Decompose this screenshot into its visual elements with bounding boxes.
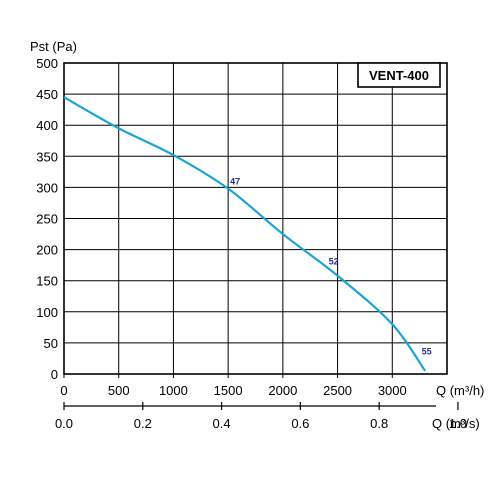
model-label: VENT-400	[369, 68, 429, 83]
y-tick-label: 100	[36, 305, 58, 320]
x-tick-label-flow-per-second: 0.0	[55, 416, 73, 431]
x-tick-label-flow-per-second: 0.8	[370, 416, 388, 431]
x-tick-label-flow-per-hour: 500	[108, 383, 130, 398]
y-tick-label: 150	[36, 274, 58, 289]
grid	[63, 62, 459, 410]
x-tick-label-flow-per-hour: 3000	[378, 383, 407, 398]
y-tick-label: 400	[36, 118, 58, 133]
y-tick-label: 300	[36, 180, 58, 195]
x-axis-title-flow-per-hour: Q (m³/h)	[436, 383, 484, 398]
x-tick-label-flow-per-second: 1.0	[449, 416, 467, 431]
fan-performance-curve	[63, 96, 427, 372]
x-tick-label-flow-per-hour: 2000	[268, 383, 297, 398]
curve-layer	[63, 96, 427, 372]
y-axis-title: Pst (Pa)	[30, 39, 77, 54]
y-tick-label: 200	[36, 243, 58, 258]
x-tick-label-flow-per-hour: 0	[60, 383, 67, 398]
x-tick-label-flow-per-second: 0.4	[213, 416, 231, 431]
x-tick-label-flow-per-hour: 2500	[323, 383, 352, 398]
y-tick-label: 500	[36, 56, 58, 71]
plot-frame	[63, 62, 448, 375]
x-tick-label-flow-per-second: 0.2	[134, 416, 152, 431]
label-layer: 0 50 100 150 200 250 300 350 400 450 500 0 500 1000 15…	[36, 56, 467, 431]
y-tick-label: 0	[51, 367, 58, 382]
y-tick-label: 350	[36, 149, 58, 164]
x-tick-label-flow-per-second: 0.6	[291, 416, 309, 431]
curve-point-label: 55	[422, 346, 432, 356]
x-tick-label-flow-per-hour: 1500	[214, 383, 243, 398]
x-axis-title-flow-per-second: Q (m³/s)	[432, 416, 480, 431]
curve-point-label: 52	[329, 256, 339, 266]
model-label-box	[357, 62, 441, 88]
x-tick-label-flow-per-hour: 1000	[159, 383, 188, 398]
y-tick-label: 250	[36, 212, 58, 227]
curve-point-label: 47	[230, 177, 240, 187]
y-tick-label: 50	[44, 336, 58, 351]
y-tick-label: 450	[36, 87, 58, 102]
